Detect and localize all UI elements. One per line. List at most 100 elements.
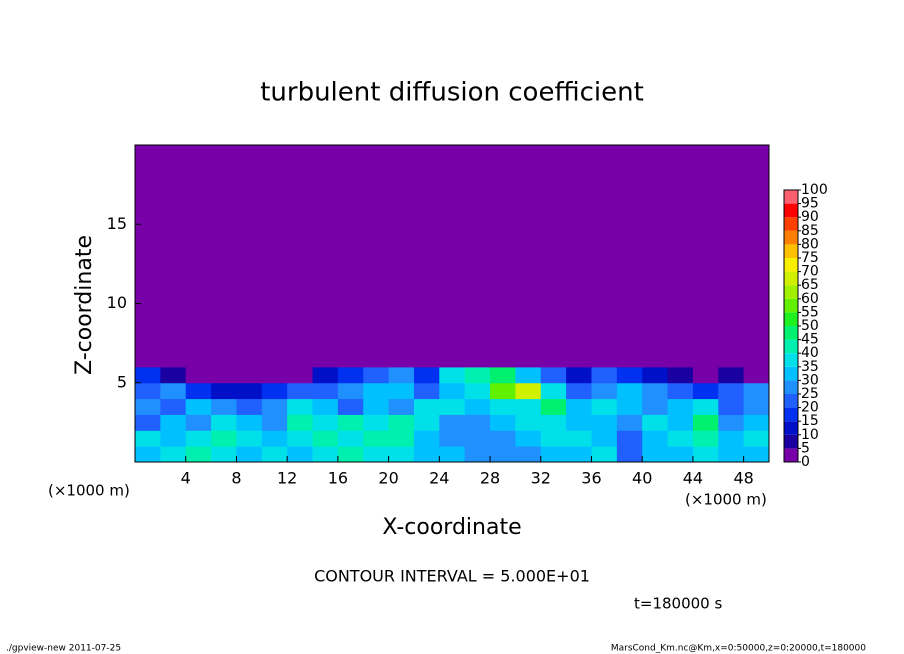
field-cell <box>312 446 339 463</box>
field-cell <box>211 446 237 463</box>
field-cell <box>439 414 466 431</box>
x-tick-label: 12 <box>277 469 297 488</box>
field-cell <box>692 398 719 415</box>
colorbar-label: 45 <box>801 332 819 348</box>
x-tick-label: 24 <box>429 469 449 488</box>
field-cell <box>743 382 770 400</box>
field-cell <box>135 398 161 415</box>
x-tick-label: 44 <box>683 469 703 488</box>
field-cell <box>743 398 770 415</box>
field-cell <box>388 414 415 431</box>
field-cell <box>413 430 440 447</box>
field-cell <box>642 398 669 415</box>
field-cell <box>287 430 314 447</box>
field-cell <box>464 430 491 447</box>
field-cell <box>692 366 719 384</box>
field-cell <box>464 382 491 400</box>
field-cell <box>388 398 415 415</box>
colorbar-label: 95 <box>801 196 819 212</box>
colorbar-label: 90 <box>801 209 819 225</box>
time-label: t=180000 s <box>634 595 722 613</box>
field-cell <box>236 145 263 368</box>
field-cell <box>540 145 567 368</box>
colorbar-label: 55 <box>801 304 819 320</box>
field-cell <box>464 414 491 431</box>
field-cell <box>211 382 237 400</box>
field-cell <box>413 446 440 463</box>
field-cell <box>464 366 491 384</box>
field-cell <box>718 430 745 447</box>
field-cell <box>439 366 466 384</box>
field-cell <box>464 398 491 415</box>
field-cell <box>236 366 263 384</box>
colorbar-cell <box>784 380 798 394</box>
contour-interval: CONTOUR INTERVAL = 5.000E+01 <box>314 567 590 586</box>
field-cell <box>287 366 314 384</box>
field-cell <box>363 145 390 368</box>
field-cell <box>312 430 339 447</box>
colorbar-label: 5 <box>801 440 810 456</box>
field-cell <box>616 398 643 415</box>
field-cell <box>591 145 618 368</box>
field-cell <box>363 366 390 384</box>
field-cell <box>667 414 694 431</box>
field-cell <box>591 446 618 463</box>
field-cell <box>337 366 364 384</box>
field-cell <box>261 145 288 368</box>
y-tick-label: 5 <box>117 372 127 391</box>
field-cell <box>388 366 415 384</box>
field-cell <box>490 430 516 447</box>
colorbar-cell <box>784 366 798 381</box>
field-cell <box>160 446 187 463</box>
field-cell <box>135 366 161 384</box>
field-cell <box>185 366 212 384</box>
colorbar-label: 25 <box>801 386 819 402</box>
field-cell <box>515 382 542 400</box>
field-cell <box>388 382 415 400</box>
colorbar-cell <box>784 353 798 367</box>
field-cell <box>363 414 390 431</box>
x-tick-label: 8 <box>231 469 241 488</box>
field-cell <box>363 382 390 400</box>
field-cell <box>185 414 212 431</box>
colorbar-label: 50 <box>801 318 819 334</box>
field-cell <box>591 398 618 415</box>
field-cell <box>743 366 770 384</box>
colorbar-cell <box>784 203 798 218</box>
field-cell <box>743 145 770 368</box>
field-cell <box>413 398 440 415</box>
field-cell <box>160 382 187 400</box>
chart-title: turbulent diffusion coefficient <box>260 78 644 108</box>
x-tick-label: 16 <box>328 469 348 488</box>
field-cell <box>692 382 719 400</box>
field-cell <box>261 398 288 415</box>
field-cell <box>490 414 516 431</box>
field-cell <box>211 145 237 368</box>
field-cell <box>464 446 491 463</box>
field-cell <box>692 446 719 463</box>
colorbar-cell <box>784 230 798 245</box>
x-tick-label: 48 <box>733 469 753 488</box>
field-cell <box>692 414 719 431</box>
field-cell <box>439 145 466 368</box>
field-cell <box>413 414 440 431</box>
field-cell <box>337 145 364 368</box>
field-cell <box>211 366 237 384</box>
x-tick-label: 32 <box>531 469 551 488</box>
colorbar-cell <box>784 244 798 258</box>
field-cell <box>616 430 643 447</box>
field-cell <box>642 382 669 400</box>
y-tick-label: 10 <box>107 293 127 312</box>
field-cell <box>566 398 592 415</box>
field-cell <box>540 446 567 463</box>
colorbar-label: 0 <box>801 454 810 470</box>
field-cell <box>642 446 669 463</box>
field-cell <box>718 398 745 415</box>
field-cell <box>185 398 212 415</box>
field-cell <box>616 382 643 400</box>
field-cell <box>439 382 466 400</box>
footer-right: MarsCond_Km.nc@Km,x=0:50000,z=0:20000,t=… <box>611 644 866 654</box>
field-cell <box>236 446 263 463</box>
field-cell <box>160 366 187 384</box>
colorbar-cell <box>784 407 798 422</box>
